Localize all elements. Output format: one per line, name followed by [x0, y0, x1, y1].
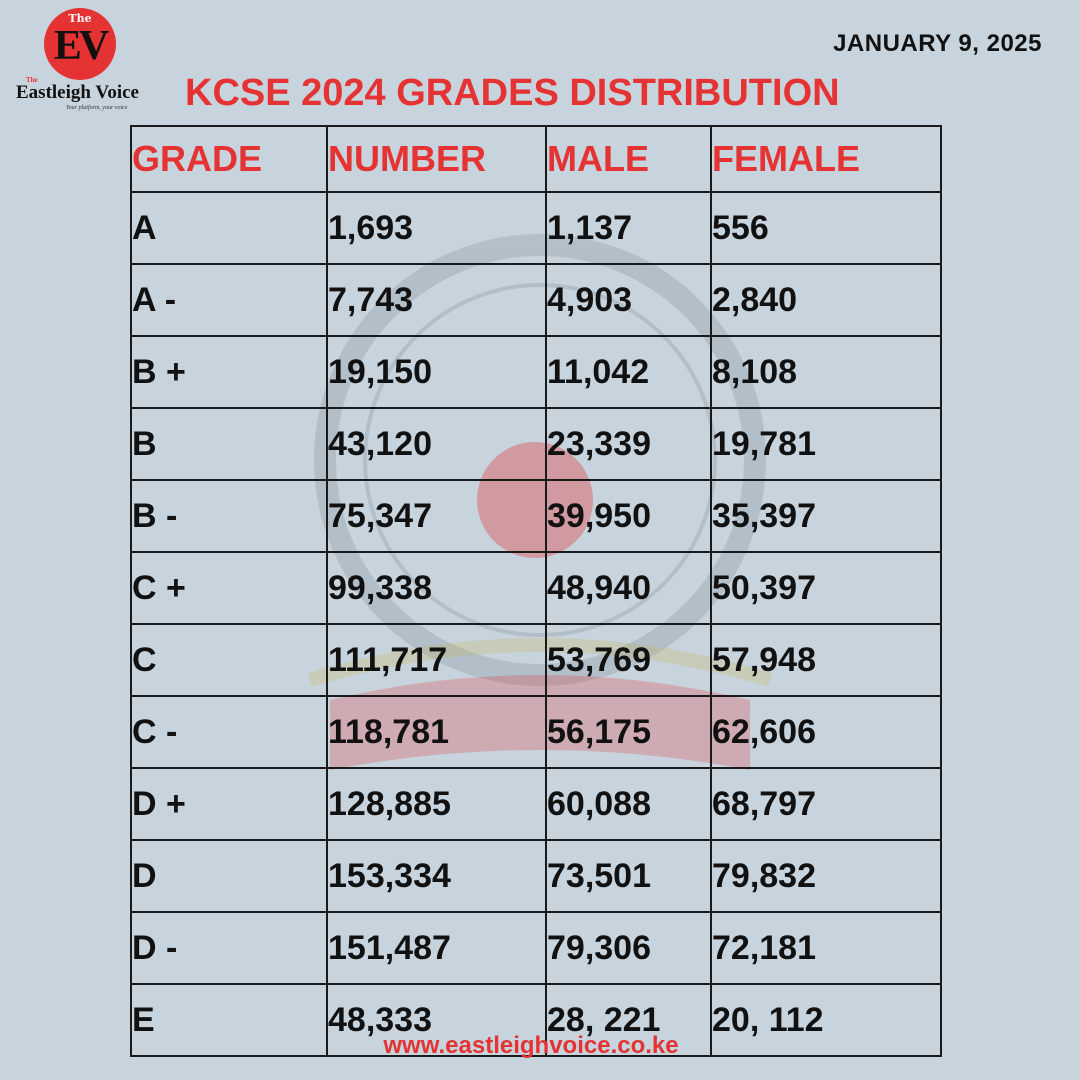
cell-number: 151,487 — [326, 911, 547, 985]
cell-male: 56,175 — [545, 695, 712, 769]
table-row: C 111,717 53,769 57,948 — [130, 623, 942, 697]
cell-grade: A — [130, 191, 328, 265]
cell-female: 68,797 — [710, 767, 942, 841]
cell-grade: C - — [130, 695, 328, 769]
table-row: C - 118,781 56,175 62,606 — [130, 695, 942, 769]
cell-female: 57,948 — [710, 623, 942, 697]
logo-circle-icon: The EV — [44, 8, 116, 80]
logo-brand-text: Eastleigh Voice — [16, 82, 139, 103]
table-header-row: GRADE NUMBER MALE FEMALE — [130, 125, 942, 193]
cell-female: 72,181 — [710, 911, 942, 985]
cell-number: 128,885 — [326, 767, 547, 841]
table-row: B + 19,150 11,042 8,108 — [130, 335, 942, 409]
table-row: E 48,333 28, 221 20, 112 — [130, 983, 942, 1057]
cell-male: 39,950 — [545, 479, 712, 553]
logo-brand: The Eastleigh Voice — [16, 76, 156, 104]
website-link[interactable]: www.eastleighvoice.co.ke — [383, 1032, 679, 1059]
header-grade: GRADE — [130, 125, 328, 193]
cell-grade: D - — [130, 911, 328, 985]
table-row: B 43,120 23,339 19,781 — [130, 407, 942, 481]
cell-number: 1,693 — [326, 191, 547, 265]
cell-female: 50,397 — [710, 551, 942, 625]
cell-grade: B + — [130, 335, 328, 409]
cell-grade: C + — [130, 551, 328, 625]
table-row: C + 99,338 48,940 50,397 — [130, 551, 942, 625]
page-title: KCSE 2024 GRADES DISTRIBUTION — [185, 72, 840, 114]
cell-male: 48,940 — [545, 551, 712, 625]
logo-initials: EV — [53, 23, 109, 69]
cell-number: 75,347 — [326, 479, 547, 553]
cell-male: 60,088 — [545, 767, 712, 841]
cell-number: 48,333 — [326, 983, 547, 1057]
cell-grade: D — [130, 839, 328, 913]
cell-grade: D + — [130, 767, 328, 841]
header-male: MALE — [545, 125, 712, 193]
cell-female: 79,832 — [710, 839, 942, 913]
cell-male: 1,137 — [545, 191, 712, 265]
cell-number: 43,120 — [326, 407, 547, 481]
cell-number: 111,717 — [326, 623, 547, 697]
cell-grade: B - — [130, 479, 328, 553]
table-row: D - 151,487 79,306 72,181 — [130, 911, 942, 985]
cell-number: 118,781 — [326, 695, 547, 769]
cell-grade: E — [130, 983, 328, 1057]
cell-grade: B — [130, 407, 328, 481]
eastleigh-voice-logo: The EV The Eastleigh Voice Your platform… — [14, 8, 156, 111]
cell-grade: A - — [130, 263, 328, 337]
table-row: A 1,693 1,137 556 — [130, 191, 942, 265]
header-number: NUMBER — [326, 125, 547, 193]
header-female: FEMALE — [710, 125, 942, 193]
publish-date: JANUARY 9, 2025 — [833, 30, 1042, 57]
cell-female: 19,781 — [710, 407, 942, 481]
cell-male: 79,306 — [545, 911, 712, 985]
cell-female: 2,840 — [710, 263, 942, 337]
cell-female: 556 — [710, 191, 942, 265]
cell-number: 19,150 — [326, 335, 547, 409]
cell-male: 23,339 — [545, 407, 712, 481]
grades-table: GRADE NUMBER MALE FEMALE A 1,693 1,137 5… — [130, 125, 942, 1057]
cell-number: 153,334 — [326, 839, 547, 913]
logo-the: The — [68, 12, 92, 25]
cell-male: 28, 221 — [545, 983, 712, 1057]
table-row: D 153,334 73,501 79,832 — [130, 839, 942, 913]
logo-tagline: Your platform, your voice — [66, 105, 128, 111]
cell-female: 35,397 — [710, 479, 942, 553]
table-row: A - 7,743 4,903 2,840 — [130, 263, 942, 337]
cell-male: 53,769 — [545, 623, 712, 697]
table-row: B - 75,347 39,950 35,397 — [130, 479, 942, 553]
cell-number: 99,338 — [326, 551, 547, 625]
cell-number: 7,743 — [326, 263, 547, 337]
cell-male: 11,042 — [545, 335, 712, 409]
cell-female: 8,108 — [710, 335, 942, 409]
table-row: D + 128,885 60,088 68,797 — [130, 767, 942, 841]
cell-female: 20, 112 — [710, 983, 942, 1057]
cell-male: 4,903 — [545, 263, 712, 337]
cell-male: 73,501 — [545, 839, 712, 913]
cell-grade: C — [130, 623, 328, 697]
cell-female: 62,606 — [710, 695, 942, 769]
logo-the-small: The — [26, 76, 38, 84]
